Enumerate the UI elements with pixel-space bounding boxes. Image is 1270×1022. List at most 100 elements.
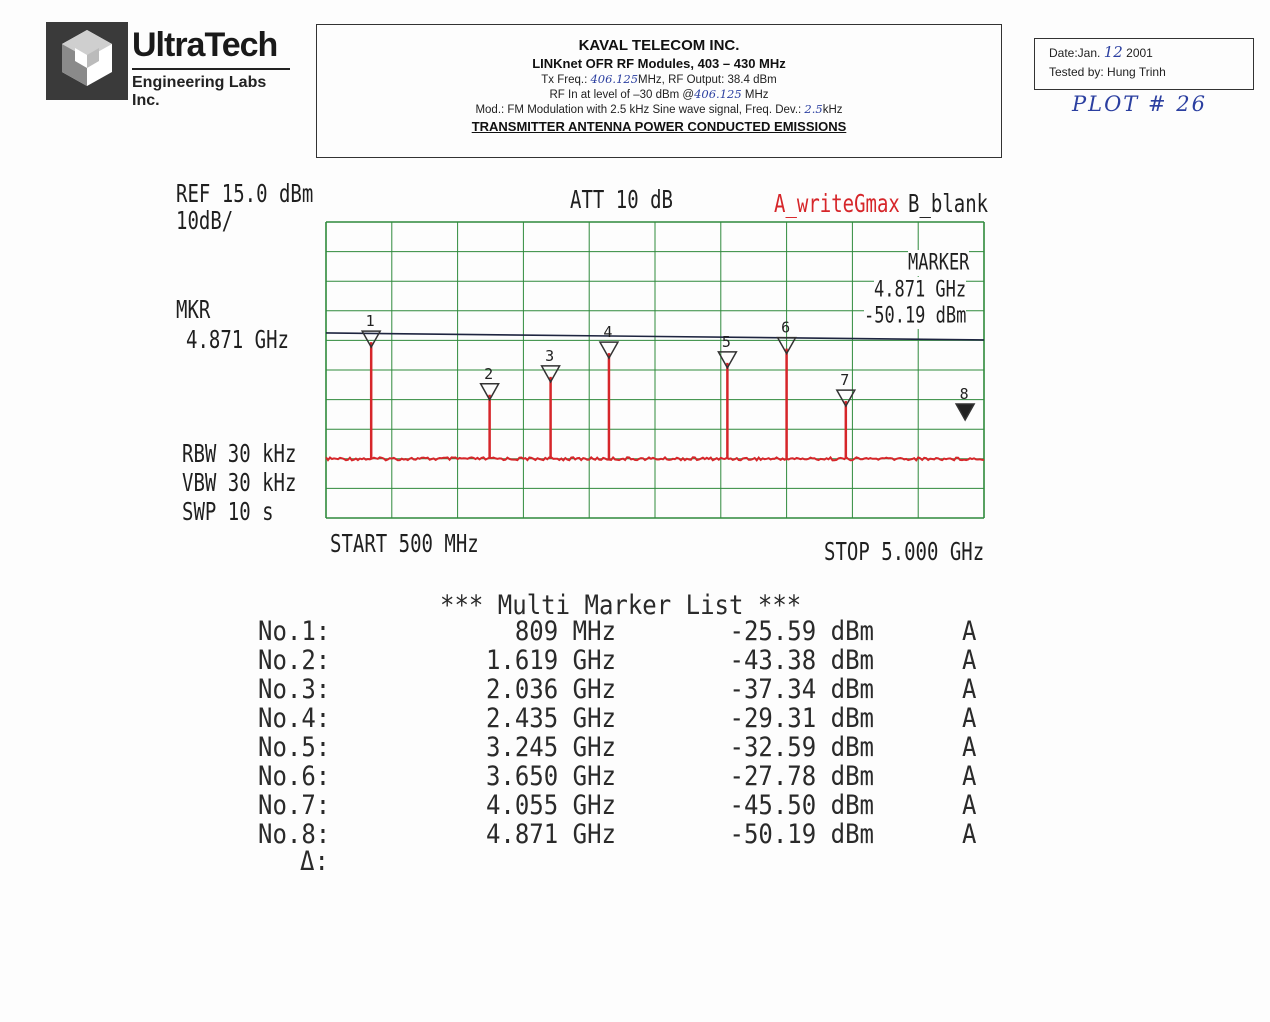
marker-triangle-icon <box>717 351 738 370</box>
marker-box-level: -50.19 dBm <box>864 303 967 329</box>
marker-number-label: 7 <box>840 371 849 389</box>
tx-frequency-value: 406.125 <box>590 72 639 86</box>
date-box: Date:Jan. 12 2001 Tested by: Hung Trinh <box>1034 38 1254 90</box>
test-title: TRANSMITTER ANTENNA POWER CONDUCTED EMIS… <box>471 119 847 134</box>
rf-input-line: RF In at level of –30 dBm @406.125 MHz <box>317 87 1001 101</box>
marker-list-frequency: 4.871 GHz <box>485 819 616 850</box>
marker-number-label: 3 <box>545 347 554 365</box>
date-year: 2001 <box>1126 46 1153 60</box>
marker-list-level: -50.19 dBm <box>729 819 875 850</box>
mod-deviation-value: 2.5 <box>804 102 823 116</box>
attenuation: ATT 10 dB <box>570 186 673 215</box>
delta-label: Δ: <box>300 846 329 877</box>
marker-list-trace: A <box>962 616 977 647</box>
tested-label: Tested by: <box>1049 65 1104 79</box>
date-prefix: Date:Jan. <box>1049 46 1101 60</box>
marker-triangle-icon <box>540 365 561 384</box>
product-name: LINKnet OFR RF Modules, 403 – 430 MHz <box>532 56 786 71</box>
tested-by-name: Hung Trinh <box>1107 65 1166 79</box>
marker-list-level: -29.31 dBm <box>729 703 875 734</box>
marker-list-level: -43.38 dBm <box>729 645 875 676</box>
tx-prefix: Tx Freq.: <box>541 74 588 86</box>
rf-frequency-value: 406.125 <box>694 87 742 101</box>
trace-a-mode: A_writeGmax <box>774 190 900 219</box>
marker-list-level: -27.78 dBm <box>729 761 875 792</box>
ultratech-logo-icon <box>46 22 128 100</box>
marker-triangle-icon <box>835 389 857 408</box>
trace-b-mode: B_blank <box>908 190 989 219</box>
marker-list-no: No.6: <box>258 761 331 792</box>
rf-prefix: RF In at level of –30 dBm @ <box>549 89 695 101</box>
scale-per-div: 10dB/ <box>176 207 234 236</box>
tested-by-line: Tested by: Hung Trinh <box>1049 65 1253 79</box>
marker-triangle-icon <box>954 403 976 422</box>
marker-list-frequency: 2.036 GHz <box>485 674 616 705</box>
logo-title: UltraTech <box>132 26 278 64</box>
vbw: VBW 30 kHz <box>182 469 297 498</box>
company-name: KAVAL TELECOM INC. <box>578 37 740 54</box>
marker-number-label: 6 <box>781 319 790 337</box>
marker-list-frequency: 3.650 GHz <box>485 761 616 792</box>
marker-number-label: 1 <box>366 312 375 330</box>
stop-frequency: STOP 5.000 GHz <box>824 538 985 567</box>
marker-list-trace: A <box>962 819 977 850</box>
marker-box-frequency: 4.871 GHz <box>874 277 967 303</box>
sweep-time: SWP 10 s <box>182 498 274 527</box>
trace-a-line <box>325 455 985 462</box>
marker-list-trace: A <box>962 645 977 676</box>
marker-box-title: MARKER <box>908 250 970 276</box>
marker-triangle-icon <box>598 341 620 360</box>
rf-suffix: MHz <box>744 89 769 101</box>
marker-list-no: No.1: <box>258 616 331 647</box>
mkr-value: 4.871 GHz <box>186 326 289 355</box>
marker-number-label: 5 <box>722 333 731 351</box>
marker-number-label: 2 <box>484 365 493 383</box>
mod-suffix: kHz <box>822 104 843 116</box>
marker-number-label: 8 <box>960 385 969 403</box>
marker-list-no: No.7: <box>258 790 331 821</box>
plot-number: PLOT # 26 <box>1072 92 1207 116</box>
tx-frequency-line: Tx Freq.: 406.125MHz, RF Output: 38.4 dB… <box>317 72 1001 86</box>
marker-triangle-icon <box>479 383 500 402</box>
marker-list-level: -32.59 dBm <box>729 732 875 763</box>
marker-list-level: -45.50 dBm <box>729 790 875 821</box>
logo-subtitle: Engineering Labs Inc. <box>132 74 267 109</box>
start-frequency: START 500 MHz <box>330 530 479 559</box>
marker-list-level: -25.59 dBm <box>729 616 875 647</box>
marker-number-label: 4 <box>603 323 612 341</box>
company-logo: UltraTech Engineering Labs Inc. <box>46 22 290 109</box>
marker-list-trace: A <box>962 790 977 821</box>
logo-rule <box>132 68 290 70</box>
mkr-label: MKR <box>176 296 211 325</box>
date-line: Date:Jan. 12 2001 <box>1049 43 1253 61</box>
marker-list-title: *** Multi Marker List *** <box>440 590 802 621</box>
rbw: RBW 30 kHz <box>182 440 297 469</box>
plot-grid <box>325 221 985 519</box>
marker-list-frequency: 809 MHz <box>514 616 616 647</box>
marker-list-frequency: 1.619 GHz <box>485 645 616 676</box>
marker-list-no: No.5: <box>258 732 331 763</box>
marker-list-no: No.8: <box>258 819 331 850</box>
tx-suffix: MHz, RF Output: 38.4 dBm <box>638 74 777 86</box>
mod-prefix: Mod.: FM Modulation with 2.5 kHz Sine wa… <box>475 104 802 116</box>
marker-list-frequency: 2.435 GHz <box>485 703 616 734</box>
marker-list-trace: A <box>962 674 977 705</box>
ref-level: REF 15.0 dBm <box>176 180 314 209</box>
marker-list-no: No.4: <box>258 703 331 734</box>
date-day: 12 <box>1103 43 1123 61</box>
marker-list-trace: A <box>962 761 977 792</box>
marker-list-trace: A <box>962 703 977 734</box>
limit-line <box>325 332 985 341</box>
marker-list-no: No.3: <box>258 674 331 705</box>
marker-list-no: No.2: <box>258 645 331 676</box>
marker-list-level: -37.34 dBm <box>729 674 875 705</box>
marker-triangle-icon <box>776 336 797 356</box>
marker-list-frequency: 3.245 GHz <box>485 732 616 763</box>
test-header-box: KAVAL TELECOM INC. LINKnet OFR RF Module… <box>316 24 1002 158</box>
marker-group: 1 2 3 4 5 6 7 8 <box>360 312 976 459</box>
marker-list-trace: A <box>962 732 977 763</box>
marker-list-frequency: 4.055 GHz <box>485 790 616 821</box>
marker-triangle-icon <box>360 330 382 349</box>
modulation-line: Mod.: FM Modulation with 2.5 kHz Sine wa… <box>317 102 1001 116</box>
